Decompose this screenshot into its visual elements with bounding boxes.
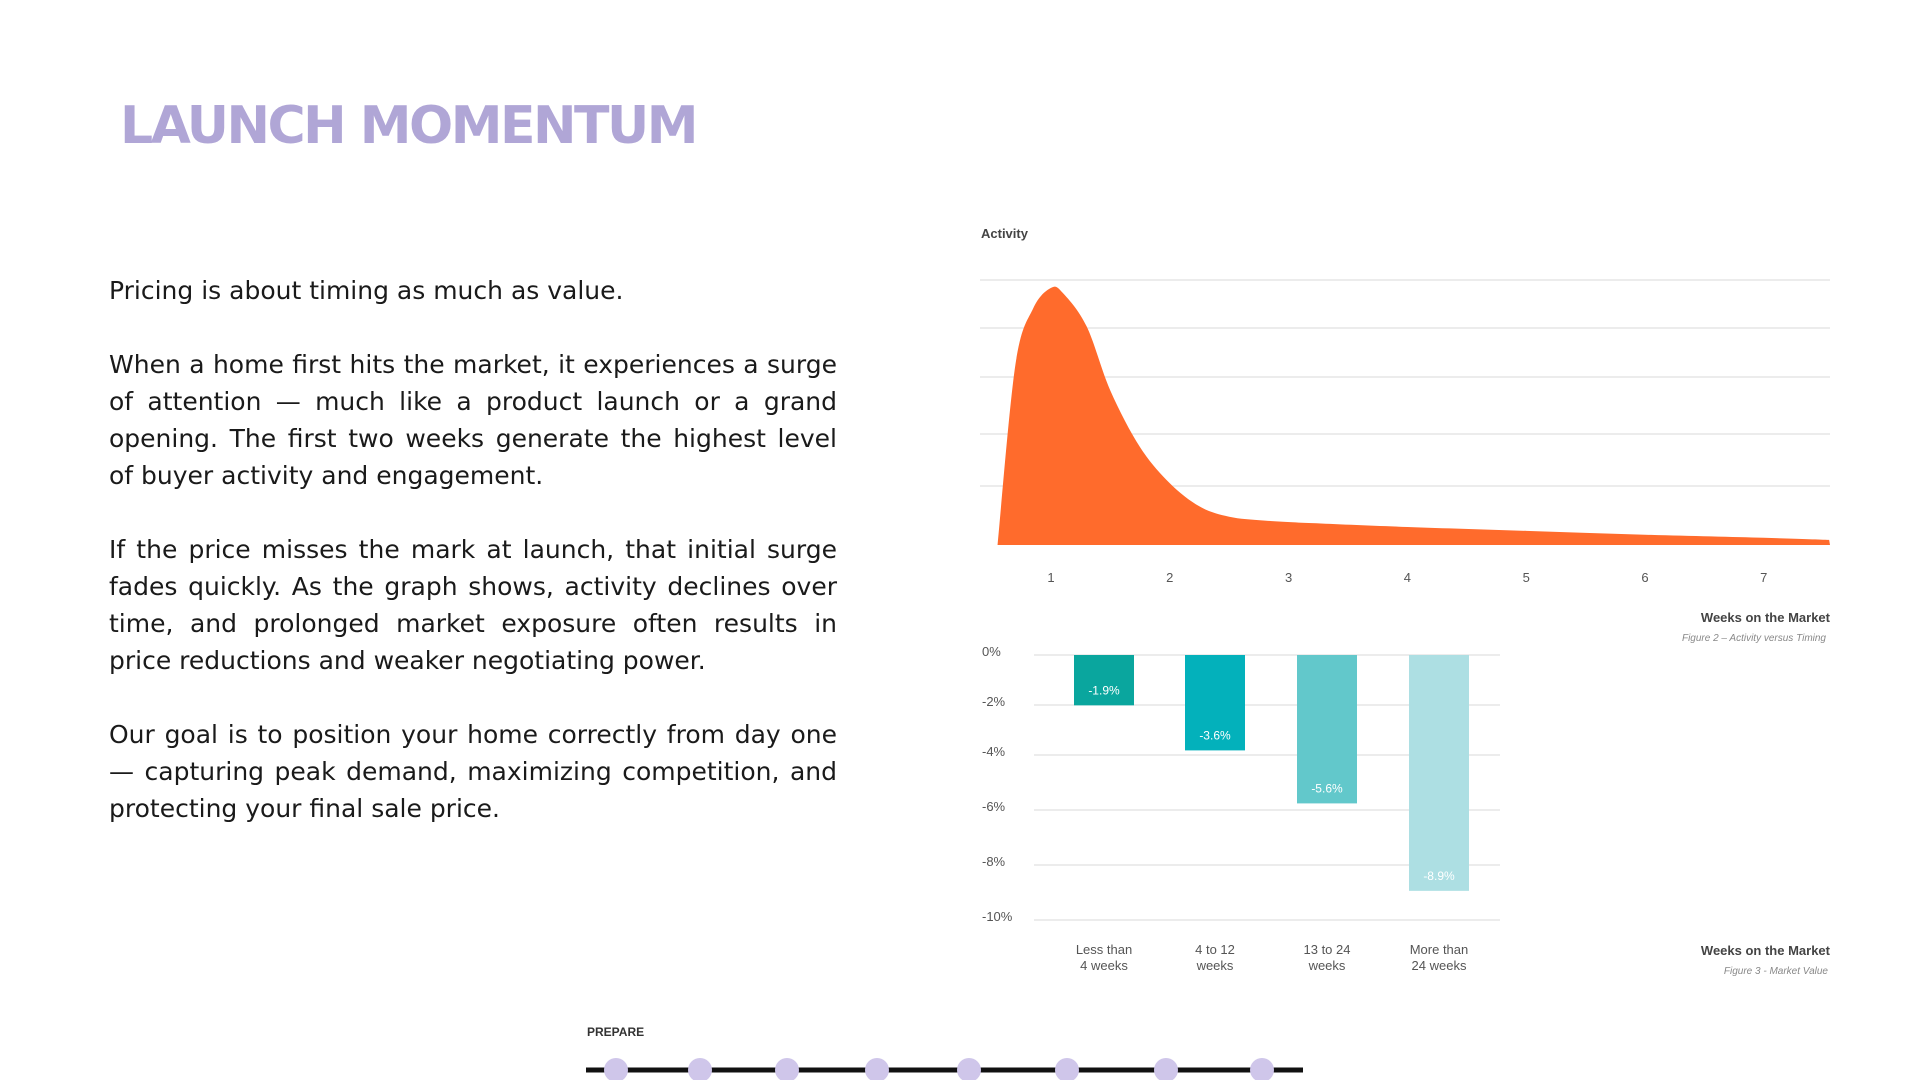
progress-step-dot bbox=[957, 1058, 981, 1080]
activity-x-tick: 7 bbox=[1760, 570, 1767, 585]
market-y-tick: -8% bbox=[982, 854, 1006, 869]
activity-x-tick: 1 bbox=[1047, 570, 1054, 585]
paragraph-intro: Pricing is about timing as much as value… bbox=[109, 276, 624, 305]
market-x-tick: 4 weeks bbox=[1080, 958, 1128, 973]
market-x-tick: More than bbox=[1410, 942, 1469, 957]
activity-x-tick: 4 bbox=[1404, 570, 1411, 585]
market-bar bbox=[1297, 655, 1357, 804]
market-y-tick: 0% bbox=[982, 644, 1001, 659]
activity-figure-caption: Figure 2 – Activity versus Timing bbox=[1682, 633, 1826, 644]
market-bar-label: -5.6% bbox=[1311, 781, 1343, 795]
progress-label: PREPARE bbox=[587, 1025, 644, 1039]
page-title: LAUNCH MOMENTUM bbox=[120, 96, 699, 156]
market-figure-caption: Figure 3 - Market Value bbox=[1724, 966, 1829, 977]
market-y-tick: -2% bbox=[982, 694, 1006, 709]
paragraph-goal: Our goal is to position your home correc… bbox=[109, 720, 837, 823]
market-bar bbox=[1409, 655, 1469, 891]
paragraph-decline: If the price misses the mark at launch, … bbox=[109, 535, 837, 675]
market-x-tick: Less than bbox=[1076, 942, 1132, 957]
market-bar-label: -3.6% bbox=[1199, 728, 1231, 742]
activity-x-tick: 5 bbox=[1523, 570, 1530, 585]
market-y-tick: -10% bbox=[982, 909, 1013, 924]
market-y-tick: -4% bbox=[982, 744, 1006, 759]
market-y-tick: -6% bbox=[982, 799, 1006, 814]
market-x-tick: 13 to 24 bbox=[1304, 942, 1351, 957]
market-bar-label: -8.9% bbox=[1423, 869, 1455, 883]
activity-x-tick: 3 bbox=[1285, 570, 1292, 585]
progress-step-dot bbox=[775, 1058, 799, 1080]
progress-step-dot bbox=[604, 1058, 628, 1080]
market-x-axis-label: Weeks on the Market bbox=[1701, 943, 1831, 958]
market-x-tick: 4 to 12 bbox=[1195, 942, 1235, 957]
progress-step-dot bbox=[1154, 1058, 1178, 1080]
progress-step-dot bbox=[1055, 1058, 1079, 1080]
market-bar-label: -1.9% bbox=[1088, 683, 1120, 697]
market-bar bbox=[1074, 655, 1134, 706]
activity-area bbox=[980, 286, 1830, 545]
activity-axis-title: Activity bbox=[981, 226, 1029, 241]
progress-step-dot bbox=[688, 1058, 712, 1080]
market-x-tick: weeks bbox=[1308, 958, 1346, 973]
market-x-tick: weeks bbox=[1196, 958, 1234, 973]
activity-x-tick: 2 bbox=[1166, 570, 1173, 585]
body-text: Pricing is about timing as much as value… bbox=[109, 272, 837, 864]
activity-x-tick: 6 bbox=[1641, 570, 1648, 585]
progress-step-dot bbox=[1250, 1058, 1274, 1080]
progress-step-dot bbox=[865, 1058, 889, 1080]
activity-x-axis-label: Weeks on the Market bbox=[1701, 610, 1831, 625]
market-x-tick: 24 weeks bbox=[1412, 958, 1467, 973]
market-bar bbox=[1185, 655, 1245, 751]
paragraph-launch: When a home first hits the market, it ex… bbox=[109, 350, 837, 490]
